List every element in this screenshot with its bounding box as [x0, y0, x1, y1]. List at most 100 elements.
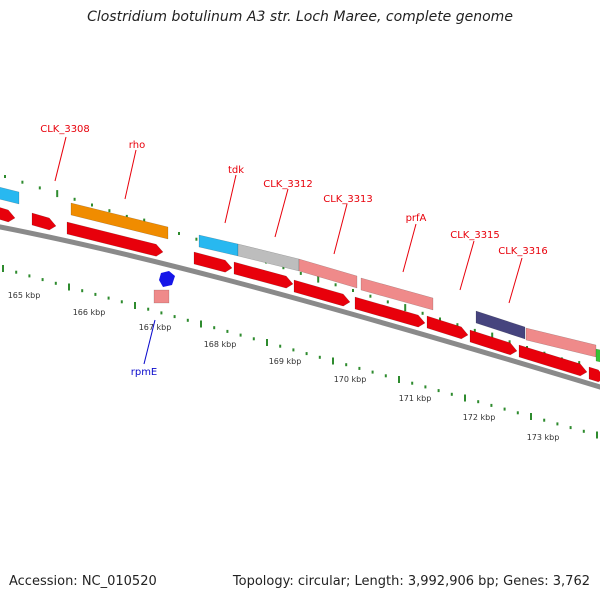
inner-tick [569, 426, 572, 430]
inner-tick [437, 389, 440, 393]
outer-tick [352, 289, 354, 292]
outer-tick [91, 203, 93, 207]
gene-label: CLK_3313 [323, 194, 373, 205]
inner-tick [582, 429, 585, 433]
leader-line [54, 136, 67, 182]
cds-arrow[interactable] [31, 212, 57, 231]
outer-tick [491, 332, 494, 340]
inner-tick [54, 281, 57, 285]
inner-tick [266, 339, 268, 346]
outer-tick [317, 275, 320, 283]
inner-tick [358, 366, 361, 370]
label-leader-lines [54, 136, 523, 365]
genome-backbone [0, 224, 600, 390]
inner-tick [477, 400, 480, 404]
leader-line [333, 203, 348, 255]
inner-tick [68, 283, 70, 291]
cds-arrow[interactable] [518, 344, 588, 377]
inner-tick [464, 394, 466, 402]
gene-block-cyan[interactable] [0, 186, 20, 205]
inner-tick [292, 348, 295, 352]
inner-tick [147, 307, 150, 311]
leader-line [124, 149, 137, 200]
inner-tick [81, 289, 84, 293]
kbp-tick-label: 173 kbp [527, 433, 560, 442]
genome-summary-text: Topology: circular; Length: 3,992,906 bp… [232, 574, 590, 589]
feature-label-rpme: rpmE [131, 367, 158, 378]
inner-tick [213, 326, 216, 330]
gene-label: CLK_3316 [498, 246, 548, 257]
inner-tick [398, 376, 400, 383]
outer-tick [334, 283, 337, 287]
inner-tick [490, 403, 493, 407]
outer-tick [439, 317, 441, 321]
inner-tick [15, 270, 18, 274]
cds-arrow[interactable] [193, 251, 233, 273]
gene-label: CLK_3308 [40, 124, 90, 135]
outer-tick [456, 323, 459, 327]
inner-tick [503, 407, 506, 411]
outer-tick [404, 304, 407, 312]
gene-block-green[interactable] [595, 348, 600, 363]
gene-label: tdk [228, 165, 244, 176]
inner-tick [94, 292, 97, 296]
gene-label: CLK_3315 [450, 230, 500, 241]
inner-tick [120, 300, 123, 304]
inner-tick [345, 363, 348, 367]
gene-block-rho[interactable] [70, 202, 169, 240]
inner-tick [107, 296, 110, 300]
cds-arrow[interactable] [354, 296, 426, 328]
feature-track[interactable] [0, 186, 600, 383]
cds-arrow[interactable] [469, 329, 518, 356]
gene-label: prfA [406, 213, 427, 224]
kbp-tick-label: 165 kbp [8, 291, 41, 300]
gene-block-prfa[interactable] [360, 277, 434, 311]
inner-tick [318, 355, 321, 359]
gene-block-clk-3313[interactable] [298, 258, 358, 289]
inner-tick [173, 315, 176, 319]
outer-tick [421, 311, 424, 315]
inner-tick [384, 374, 387, 378]
inner-tick [424, 385, 427, 389]
kbp-tick-label: 172 kbp [463, 413, 496, 422]
inner-tick [450, 392, 453, 396]
feature-rpme-pink[interactable] [153, 289, 170, 304]
cds-arrow[interactable] [426, 315, 469, 340]
inner-tick [186, 318, 189, 322]
inner-tick [239, 333, 242, 337]
inner-tick [226, 329, 229, 333]
cds-arrow[interactable] [588, 366, 600, 383]
inner-tick [134, 302, 136, 309]
feature-rpme-blue[interactable] [159, 271, 175, 287]
outer-tick [473, 328, 476, 332]
inner-tick [41, 278, 44, 282]
outer-tick [195, 237, 198, 241]
inner-tick [160, 311, 163, 315]
kbp-tick-label: 166 kbp [73, 308, 106, 317]
outer-tick [178, 232, 180, 235]
cds-arrow[interactable] [66, 221, 164, 257]
leader-line [143, 319, 156, 365]
outer-tick [38, 186, 41, 190]
inner-tick [332, 357, 334, 365]
inner-tick [2, 265, 4, 272]
cds-arrow[interactable] [293, 279, 351, 307]
leader-line [459, 240, 475, 291]
kbp-tick-label: 170 kbp [334, 375, 367, 384]
gene-label: rho [129, 140, 145, 151]
cds-arrow[interactable] [233, 261, 294, 289]
inner-tick [556, 422, 559, 426]
inner-tick [28, 274, 31, 278]
gene-block-tdk[interactable] [198, 234, 239, 257]
inner-tick [252, 337, 255, 341]
kbp-tick-label: 168 kbp [204, 340, 237, 349]
leader-line [508, 257, 523, 304]
outer-tick [73, 197, 76, 201]
gene-block-clk-3315[interactable] [475, 310, 526, 340]
outer-tick [386, 300, 389, 304]
kbp-tick-label: 171 kbp [399, 394, 432, 403]
map-title: Clostridium botulinum A3 str. Loch Maree… [87, 9, 513, 25]
cds-arrow[interactable] [0, 206, 16, 223]
